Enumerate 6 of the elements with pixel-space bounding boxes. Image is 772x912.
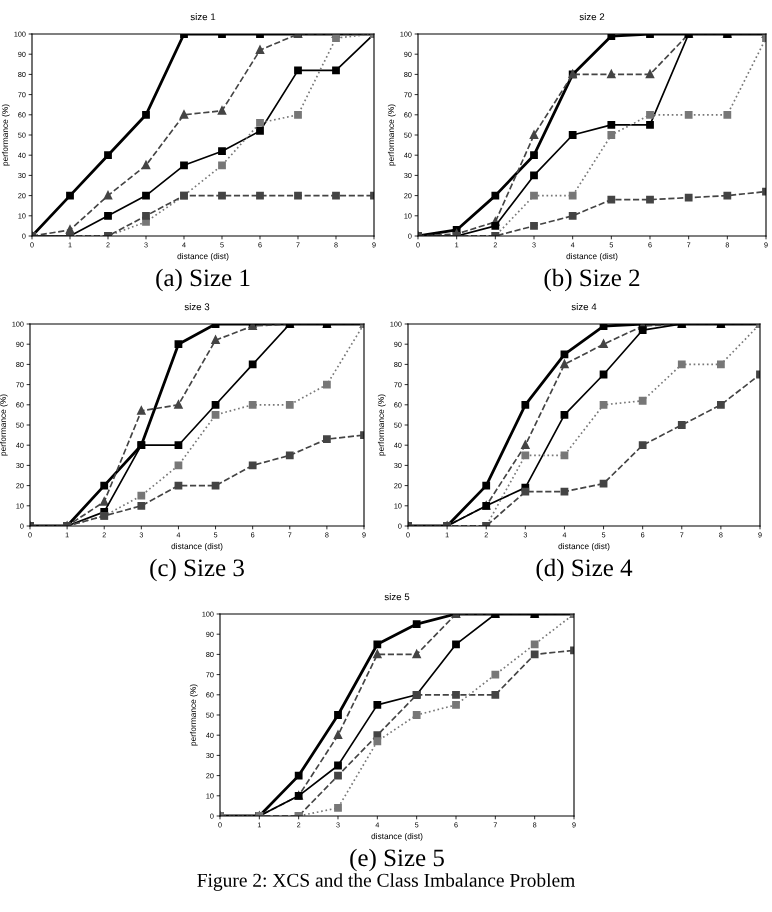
text: (b) Size 2 [544,268,640,292]
text: (a) Size 1 [156,268,250,292]
caption: Figure 2: XCS and the Class Imbalance Problem [197,873,575,891]
text: (d) Size 4 [536,558,633,582]
text: (e) Size 5 [350,848,444,872]
text: (c) Size 3 [150,558,244,582]
